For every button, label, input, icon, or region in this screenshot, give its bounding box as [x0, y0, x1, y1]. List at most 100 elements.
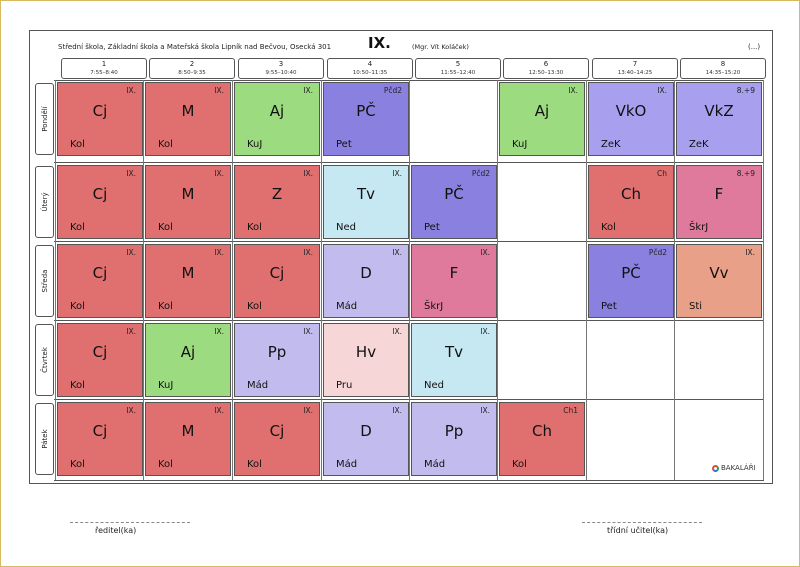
lesson-group: Pčd2: [383, 86, 402, 95]
lesson-teacher: ZeK: [689, 139, 709, 150]
lesson-teacher: ŠkrJ: [689, 222, 709, 233]
lesson-cell[interactable]: IX. Aj KuJ: [499, 82, 585, 156]
lesson-subject: Cj: [269, 422, 285, 440]
lesson-cell[interactable]: IX. Aj KuJ: [145, 323, 231, 397]
period-number: 1: [101, 60, 107, 68]
lesson-cell[interactable]: IX. Cj Kol: [57, 165, 143, 239]
school-name: Střední škola, Základní škola a Mateřská…: [58, 43, 332, 51]
column-divider: [409, 80, 410, 480]
lesson-teacher: Kol: [158, 301, 173, 312]
lesson-group: IX.: [126, 248, 136, 257]
lesson-group: 8.+9: [736, 86, 755, 95]
lesson-teacher: KuJ: [512, 139, 528, 150]
lesson-teacher: Kol: [158, 139, 173, 150]
lesson-teacher: Kol: [70, 459, 85, 470]
lesson-cell[interactable]: IX. Cj Kol: [57, 323, 143, 397]
lesson-teacher: Kol: [601, 222, 616, 233]
day-label-2: Úterý: [35, 166, 54, 238]
lesson-cell[interactable]: IX. M Kol: [145, 402, 231, 476]
lesson-teacher: ZeK: [601, 139, 621, 150]
lesson-subject: M: [181, 422, 195, 440]
lesson-teacher: Kol: [512, 459, 527, 470]
column-divider: [55, 80, 56, 480]
lesson-subject: D: [360, 264, 372, 282]
lesson-subject: F: [449, 264, 459, 282]
lesson-cell[interactable]: IX. Pp Mád: [411, 402, 497, 476]
period-header-1: 1 7:55–8:40: [61, 58, 147, 79]
lesson-group: Ch: [657, 169, 667, 178]
lesson-group: Pčd2: [471, 169, 490, 178]
period-header-7: 7 13:40–14:25: [592, 58, 678, 79]
lesson-teacher: Mád: [336, 459, 358, 470]
lesson-cell[interactable]: IX. D Mád: [323, 402, 409, 476]
period-time: 7:55–8:40: [90, 70, 118, 76]
lesson-subject: Aj: [180, 343, 196, 361]
period-header-3: 3 9:55–10:40: [238, 58, 324, 79]
day-name: Čtvrtek: [40, 347, 49, 373]
class-teacher: (Mgr. Vít Koláček): [412, 43, 469, 51]
lesson-group: IX.: [392, 406, 402, 415]
column-divider: [586, 80, 587, 480]
bakalari-logo: BAKALÁŘI: [712, 464, 756, 472]
lesson-group: Pčd2: [648, 248, 667, 257]
lesson-teacher: KuJ: [247, 139, 263, 150]
lesson-cell[interactable]: 8.+9 VkZ ZeK: [676, 82, 762, 156]
day-label-3: Středa: [35, 245, 54, 317]
lesson-cell[interactable]: IX. Pp Mád: [234, 323, 320, 397]
lesson-cell[interactable]: IX. M Kol: [145, 165, 231, 239]
lesson-group: IX.: [214, 86, 224, 95]
lesson-subject: M: [181, 264, 195, 282]
period-time: 8:50–9:35: [178, 70, 206, 76]
logo-text: BAKALÁŘI: [721, 464, 756, 472]
lesson-cell[interactable]: IX. M Kol: [145, 82, 231, 156]
lesson-subject: Ch: [532, 422, 552, 440]
lesson-group: IX.: [303, 169, 313, 178]
lesson-cell[interactable]: IX. Cj Kol: [57, 244, 143, 318]
lesson-cell[interactable]: Pčd2 PČ Pet: [323, 82, 409, 156]
class-title: IX.: [368, 34, 391, 52]
period-number: 3: [278, 60, 284, 68]
period-number: 2: [189, 60, 195, 68]
lesson-cell[interactable]: IX. Vv Sti: [676, 244, 762, 318]
day-name: Pátek: [40, 429, 49, 449]
period-header-5: 5 11:55–12:40: [415, 58, 501, 79]
lesson-cell[interactable]: Pčd2 PČ Pet: [411, 165, 497, 239]
lesson-cell[interactable]: IX. Aj KuJ: [234, 82, 320, 156]
lesson-cell[interactable]: IX. Cj Kol: [234, 402, 320, 476]
lesson-cell[interactable]: 8.+9 F ŠkrJ: [676, 165, 762, 239]
column-divider: [497, 80, 498, 480]
lesson-teacher: Mád: [336, 301, 358, 312]
lesson-cell[interactable]: IX. VkO ZeK: [588, 82, 674, 156]
lesson-group: IX.: [214, 169, 224, 178]
lesson-subject: PČ: [356, 102, 376, 120]
lesson-cell[interactable]: IX. Tv Ned: [411, 323, 497, 397]
lesson-group: IX.: [214, 406, 224, 415]
lesson-cell[interactable]: IX. Cj Kol: [234, 244, 320, 318]
lesson-group: IX.: [303, 327, 313, 336]
lesson-cell[interactable]: IX. D Mád: [323, 244, 409, 318]
lesson-cell[interactable]: IX. Tv Ned: [323, 165, 409, 239]
lesson-cell[interactable]: Ch1 Ch Kol: [499, 402, 585, 476]
lesson-subject: Aj: [534, 102, 550, 120]
lesson-cell[interactable]: IX. Z Kol: [234, 165, 320, 239]
lesson-cell[interactable]: Ch Ch Kol: [588, 165, 674, 239]
lesson-cell[interactable]: Pčd2 PČ Pet: [588, 244, 674, 318]
column-divider: [232, 80, 233, 480]
lesson-subject: Vv: [709, 264, 729, 282]
column-divider: [674, 80, 675, 480]
lesson-group: IX.: [392, 169, 402, 178]
lesson-group: IX.: [568, 86, 578, 95]
lesson-teacher: Kol: [158, 459, 173, 470]
lesson-teacher: Kol: [70, 301, 85, 312]
lesson-group: IX.: [480, 248, 490, 257]
day-name: Úterý: [40, 192, 49, 212]
lesson-cell[interactable]: IX. M Kol: [145, 244, 231, 318]
lesson-group: 8.+9: [736, 169, 755, 178]
lesson-cell[interactable]: IX. Cj Kol: [57, 82, 143, 156]
more-indicator: (...): [748, 43, 761, 51]
lesson-cell[interactable]: IX. Hv Pru: [323, 323, 409, 397]
lesson-cell[interactable]: IX. Cj Kol: [57, 402, 143, 476]
lesson-group: IX.: [392, 248, 402, 257]
lesson-subject: Pp: [444, 422, 464, 440]
lesson-cell[interactable]: IX. F ŠkrJ: [411, 244, 497, 318]
